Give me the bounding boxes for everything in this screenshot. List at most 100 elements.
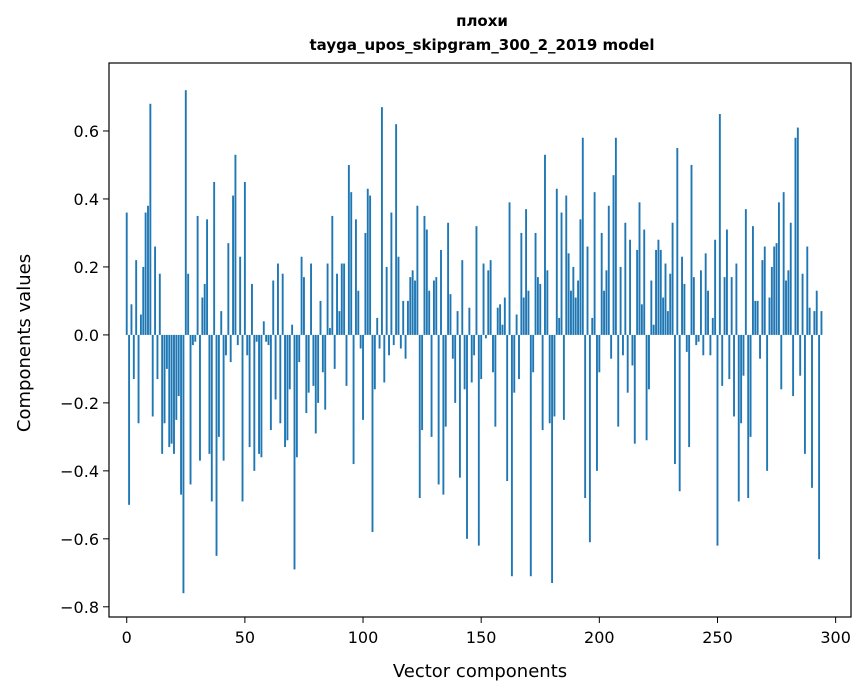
bar-258 (735, 263, 738, 335)
bar-5 (137, 334, 140, 424)
bar-98 (357, 290, 360, 335)
bar-86 (329, 328, 331, 335)
bar-188 (570, 290, 572, 335)
bar-133 (440, 249, 442, 335)
bar-193 (581, 137, 584, 335)
bar-119 (406, 300, 409, 335)
bar-0 (125, 212, 128, 335)
bar-177 (544, 154, 546, 335)
bar-212 (626, 334, 629, 393)
bar-154 (489, 260, 492, 335)
bar-201 (600, 232, 603, 335)
bar-126 (423, 215, 426, 335)
x-tick-label: 0 (122, 628, 132, 647)
x-tick-label: 100 (348, 628, 379, 647)
bar-28 (191, 334, 194, 346)
bar-206 (612, 175, 615, 335)
bar-117 (402, 300, 405, 335)
bar-104 (371, 334, 374, 533)
bar-23 (180, 334, 183, 495)
bar-137 (449, 294, 452, 335)
bar-279 (785, 280, 787, 335)
bar-176 (541, 334, 544, 431)
bar-152 (484, 334, 487, 339)
bar-96 (352, 334, 355, 465)
bar-255 (728, 334, 731, 380)
bar-46 (234, 154, 237, 335)
x-tick-label: 250 (702, 628, 733, 647)
bar-44 (229, 334, 232, 363)
bar-13 (156, 334, 159, 380)
bar-115 (397, 256, 400, 335)
y-axis-label: Components values (14, 254, 35, 432)
bar-216 (636, 249, 639, 335)
bar-181 (553, 334, 556, 417)
bar-78 (310, 263, 312, 335)
x-tick-label: 200 (584, 628, 615, 647)
bar-71 (293, 334, 296, 570)
bar-270 (763, 246, 766, 335)
bar-109 (383, 334, 386, 383)
bar-267 (756, 300, 759, 335)
bar-121 (411, 270, 414, 335)
bar-274 (773, 246, 776, 335)
bar-278 (782, 192, 785, 335)
bar-287 (803, 334, 806, 454)
bar-102 (366, 188, 369, 335)
bar-186 (565, 195, 568, 335)
bar-197 (591, 317, 594, 335)
bar-141 (458, 334, 461, 478)
bar-76 (305, 334, 308, 414)
bar-238 (688, 334, 691, 448)
bar-271 (766, 334, 769, 471)
bar-251 (718, 113, 721, 335)
bar-11 (151, 334, 154, 417)
bar-29 (194, 334, 197, 342)
bar-82 (319, 300, 322, 335)
bar-235 (681, 256, 683, 335)
bar-85 (326, 263, 329, 335)
bar-146 (470, 334, 473, 383)
bar-162 (508, 202, 511, 335)
bar-183 (558, 317, 561, 335)
bar-210 (622, 334, 624, 356)
bar-39 (217, 334, 220, 437)
bar-242 (697, 334, 700, 342)
bar-165 (515, 314, 518, 335)
bar-262 (744, 209, 747, 335)
bar-43 (227, 243, 230, 335)
bar-247 (709, 334, 712, 356)
bar-203 (605, 270, 608, 335)
bar-159 (501, 324, 504, 335)
bar-7 (142, 266, 145, 335)
plot-frame (108, 62, 852, 618)
x-axis-ticks: 0 50 100 150 200 250 300 (122, 617, 851, 647)
bar-229 (666, 311, 669, 335)
bar-32 (201, 297, 204, 335)
bar-110 (385, 266, 388, 335)
bar-8 (144, 212, 147, 335)
bar-128 (428, 290, 431, 335)
bar-273 (770, 266, 773, 335)
bar-166 (518, 334, 520, 380)
bar-172 (532, 334, 535, 373)
y-tick-label: −0.4 (60, 462, 99, 481)
bar-230 (669, 273, 672, 335)
bar-269 (761, 260, 764, 335)
y-tick-label: 0.2 (74, 258, 99, 277)
bar-194 (584, 334, 587, 499)
bar-163 (510, 334, 513, 577)
bar-89 (336, 273, 338, 335)
bar-26 (187, 273, 190, 335)
bar-149 (477, 334, 480, 546)
bar-256 (730, 277, 733, 335)
bar-81 (317, 334, 320, 403)
bar-189 (572, 266, 575, 335)
bar-48 (239, 256, 242, 335)
bar-222 (650, 280, 653, 335)
bar-111 (388, 334, 390, 356)
bar-173 (534, 232, 537, 335)
bar-265 (751, 226, 754, 335)
bar-208 (617, 334, 620, 427)
bar-74 (300, 256, 303, 335)
